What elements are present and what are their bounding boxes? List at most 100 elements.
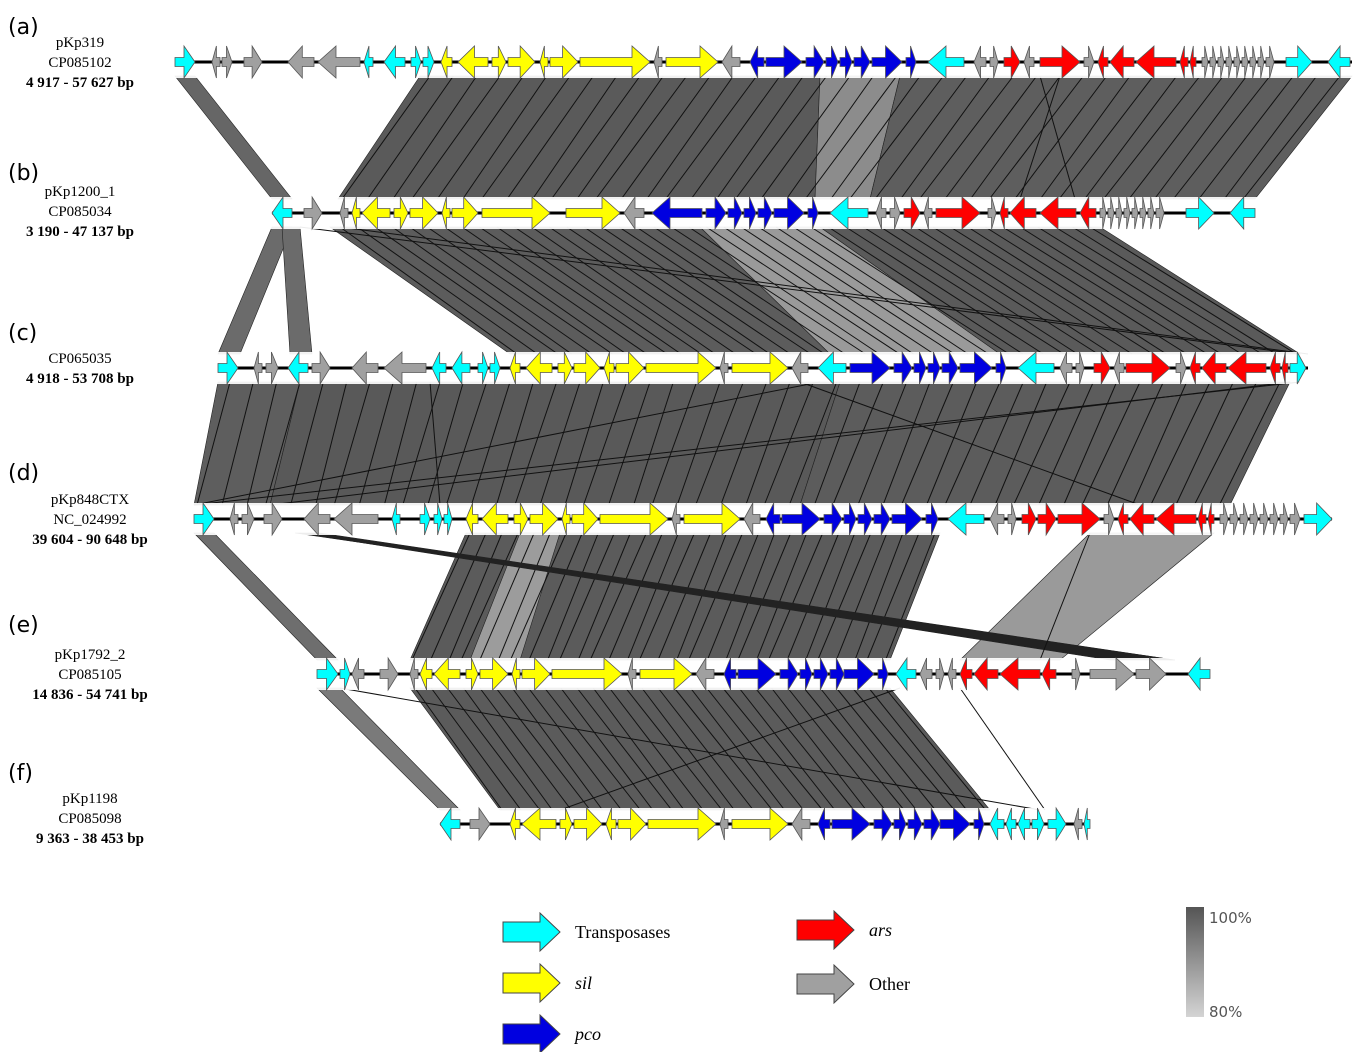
homology-strand (882, 381, 931, 506)
gene-arrow-transposase (391, 502, 401, 536)
gene-arrow-transposase (271, 195, 293, 231)
range: 9 363 - 38 453 bp (36, 831, 144, 847)
legend-arrow-ars (796, 909, 855, 951)
gene-arrow-other (303, 501, 331, 537)
gene-arrow-other (263, 501, 283, 537)
gene-arrow-transposase (1083, 807, 1091, 841)
gene-arrow-pco (873, 502, 891, 536)
gene-arrow-other (351, 350, 379, 386)
homology-line (1039, 532, 1091, 661)
homology-strand (723, 226, 914, 355)
gene-arrow-transposase (947, 502, 985, 536)
gene-arrow-transposase (443, 502, 453, 536)
homology-strand (786, 532, 840, 661)
homology-strand (884, 687, 986, 811)
gene-arrow-sil (579, 45, 651, 79)
gene-arrow-other (469, 806, 491, 842)
homology-strand (495, 381, 534, 506)
plasmid-name: pKp319 (56, 35, 104, 51)
homology-strand (547, 532, 599, 661)
homology-band-transposase (193, 532, 339, 661)
legend-arrow-transposase (502, 911, 561, 953)
gene-arrow-ars (1039, 45, 1081, 79)
homology-strand (740, 226, 935, 355)
homology-strand (885, 532, 936, 661)
homology-strand (411, 75, 501, 200)
gene-arrow-other (1155, 196, 1165, 230)
homology-strand (532, 75, 618, 200)
range: 3 190 - 47 137 bp (26, 224, 134, 240)
gene-arrow-other (1241, 45, 1249, 79)
gene-arrow-sil (529, 502, 559, 536)
homology-strand (544, 687, 641, 811)
gene-arrow-sil (457, 45, 489, 79)
track-label-c: (c) CP065035 4 918 - 53 708 bp (8, 321, 134, 387)
gene-arrow-ars (903, 196, 921, 230)
identity-max-label: 100% (1209, 909, 1252, 927)
gene-arrow-other (973, 45, 987, 79)
gene-arrow-other (379, 656, 399, 692)
gene-arrow-sil (481, 501, 509, 537)
gene-arrow-sil (639, 657, 693, 691)
homology-strand (1154, 75, 1248, 200)
gene-arrow-transposase (477, 351, 489, 385)
gene-arrow-transposase (419, 502, 431, 536)
gene-arrow-transposase (287, 350, 309, 386)
gene-arrow-other (919, 657, 933, 691)
accession: NC_024992 (53, 512, 126, 528)
panel-letter: (c) (8, 321, 37, 346)
gene-arrow-other (1233, 45, 1241, 79)
gene-arrow-pco (857, 502, 873, 536)
homology-strand (944, 381, 1001, 506)
homology-strand (583, 381, 628, 506)
gene-arrow-other (719, 351, 729, 385)
homology-strand (828, 226, 1024, 355)
gene-arrow-other (1217, 45, 1225, 79)
gene-arrow-sil (559, 807, 573, 841)
homology-strand (1218, 381, 1281, 506)
gene-arrow-other (253, 351, 263, 385)
legend: Transposases sil pco ars Other (502, 909, 910, 1052)
gene-arrow-transposase (439, 806, 461, 842)
gene-arrow-sil (683, 502, 741, 536)
gene-arrow-pco (831, 807, 871, 841)
homology-strand (221, 381, 254, 506)
homology-strand (528, 532, 583, 661)
homology-strand (633, 381, 674, 506)
homology-strand (758, 226, 955, 355)
gene-arrow-other (1219, 502, 1229, 536)
gene-arrow-other (1229, 502, 1239, 536)
gene-arrow-other (229, 502, 239, 536)
gene-arrow-sil (665, 45, 719, 79)
homology-strand (577, 532, 631, 661)
gene-arrow-other (721, 44, 741, 80)
homology-strand (722, 687, 823, 811)
homology-strand (479, 532, 535, 661)
homology-strand (835, 532, 888, 661)
gene-arrow-ars (1097, 45, 1109, 79)
gene-arrow-ars (1041, 657, 1057, 691)
gene-arrow-ars (1125, 351, 1171, 385)
gene-arrow-other (1147, 196, 1155, 230)
homology-strand (627, 532, 679, 661)
gene-arrow-pco (853, 45, 871, 79)
gene-arrow-ars (1269, 351, 1281, 385)
homology-strand (1193, 381, 1258, 506)
homology-strand (1150, 381, 1211, 506)
homology-strand (479, 226, 668, 355)
gene-arrow-pco (813, 657, 829, 691)
gene-arrow-ars (1117, 502, 1129, 536)
homology-strand (880, 226, 1078, 355)
homology-strand (932, 226, 1133, 355)
homology-strand (763, 381, 814, 506)
gene-arrow-sil (479, 657, 509, 691)
gene-arrow-other (351, 657, 365, 691)
homology-strand (745, 381, 791, 506)
panel-letter: (b) (8, 161, 39, 186)
homology-band-transposase (281, 226, 313, 355)
legend-arrow-sil (502, 962, 561, 1004)
gene-arrow-pco (799, 657, 813, 691)
gene-arrow-other (923, 196, 933, 230)
gene-arrow-sil (731, 807, 789, 841)
gene-arrow-other (303, 195, 323, 231)
